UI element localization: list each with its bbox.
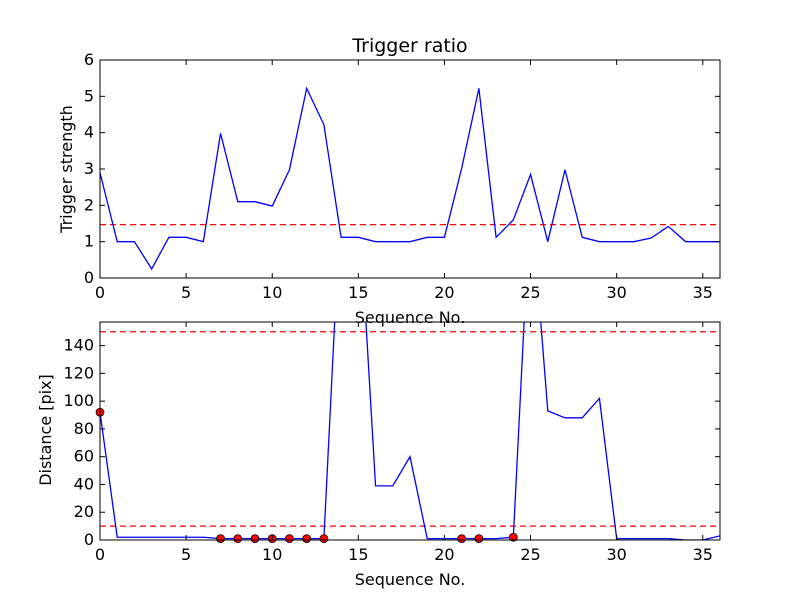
x-tick-label: 0: [95, 283, 105, 302]
chart-title: Trigger ratio: [351, 35, 467, 57]
y-tick-label: 4: [84, 123, 94, 142]
x-tick-label: 20: [434, 283, 454, 302]
y-tick-label: 100: [63, 391, 94, 410]
x-tick-label: 35: [693, 545, 713, 564]
data-point: [508, 532, 518, 542]
data-point: [474, 534, 484, 544]
y-tick-label: 0: [84, 530, 94, 549]
x-tick-label: 25: [520, 545, 540, 564]
y-tick-label: 40: [74, 474, 94, 493]
data-point: [285, 534, 294, 544]
plot-frame: [99, 59, 721, 279]
x-axis-label: Sequence No.: [355, 570, 466, 589]
x-tick-label: 20: [434, 545, 454, 564]
x-tick-label: 10: [262, 283, 282, 302]
distance-panel: Sequence No. Distance [pix] 0 5 10 15 20 25 30…: [36, 321, 721, 589]
x-tick-label: 25: [520, 283, 540, 302]
x-tick-label: 0: [95, 545, 105, 564]
x-tick-label: 10: [262, 545, 282, 564]
y-tick-label: 80: [74, 419, 94, 438]
y-tick-label: 120: [63, 363, 94, 382]
series-line: [100, 86, 720, 271]
data-point: [457, 534, 467, 544]
x-tick-label: 5: [181, 545, 191, 564]
data-point: [216, 534, 225, 544]
y-tick-label: 2: [84, 195, 94, 214]
y-tick-label: 1: [84, 232, 94, 251]
y-tick-label: 60: [74, 447, 94, 466]
data-point: [319, 534, 329, 544]
x-tick-label: 30: [606, 545, 626, 564]
y-tick-label: 20: [74, 502, 94, 521]
data-point: [250, 534, 260, 544]
x-tick-label: 5: [181, 283, 191, 302]
data-point: [233, 534, 243, 544]
plot-frame: [99, 321, 721, 541]
trigger-ratio-panel: Trigger ratio Sequence No. Trigger stren…: [57, 35, 721, 327]
y-tick-label: 6: [84, 50, 94, 69]
x-tick-label: 15: [348, 283, 368, 302]
x-axis-label: Sequence No.: [355, 308, 466, 327]
y-tick-label: 5: [84, 86, 94, 105]
y-tick-label: 0: [84, 268, 94, 287]
x-tick-label: 30: [606, 283, 626, 302]
y-axis-label: Trigger strength: [57, 105, 76, 234]
y-axis-label: Distance [pix]: [36, 374, 55, 486]
y-tick-label: 3: [84, 159, 94, 178]
series-line: [100, 322, 720, 540]
y-tick-label: 140: [63, 336, 94, 355]
x-tick-label: 15: [348, 545, 368, 564]
x-tick-label: 35: [693, 283, 713, 302]
data-point: [302, 534, 312, 544]
